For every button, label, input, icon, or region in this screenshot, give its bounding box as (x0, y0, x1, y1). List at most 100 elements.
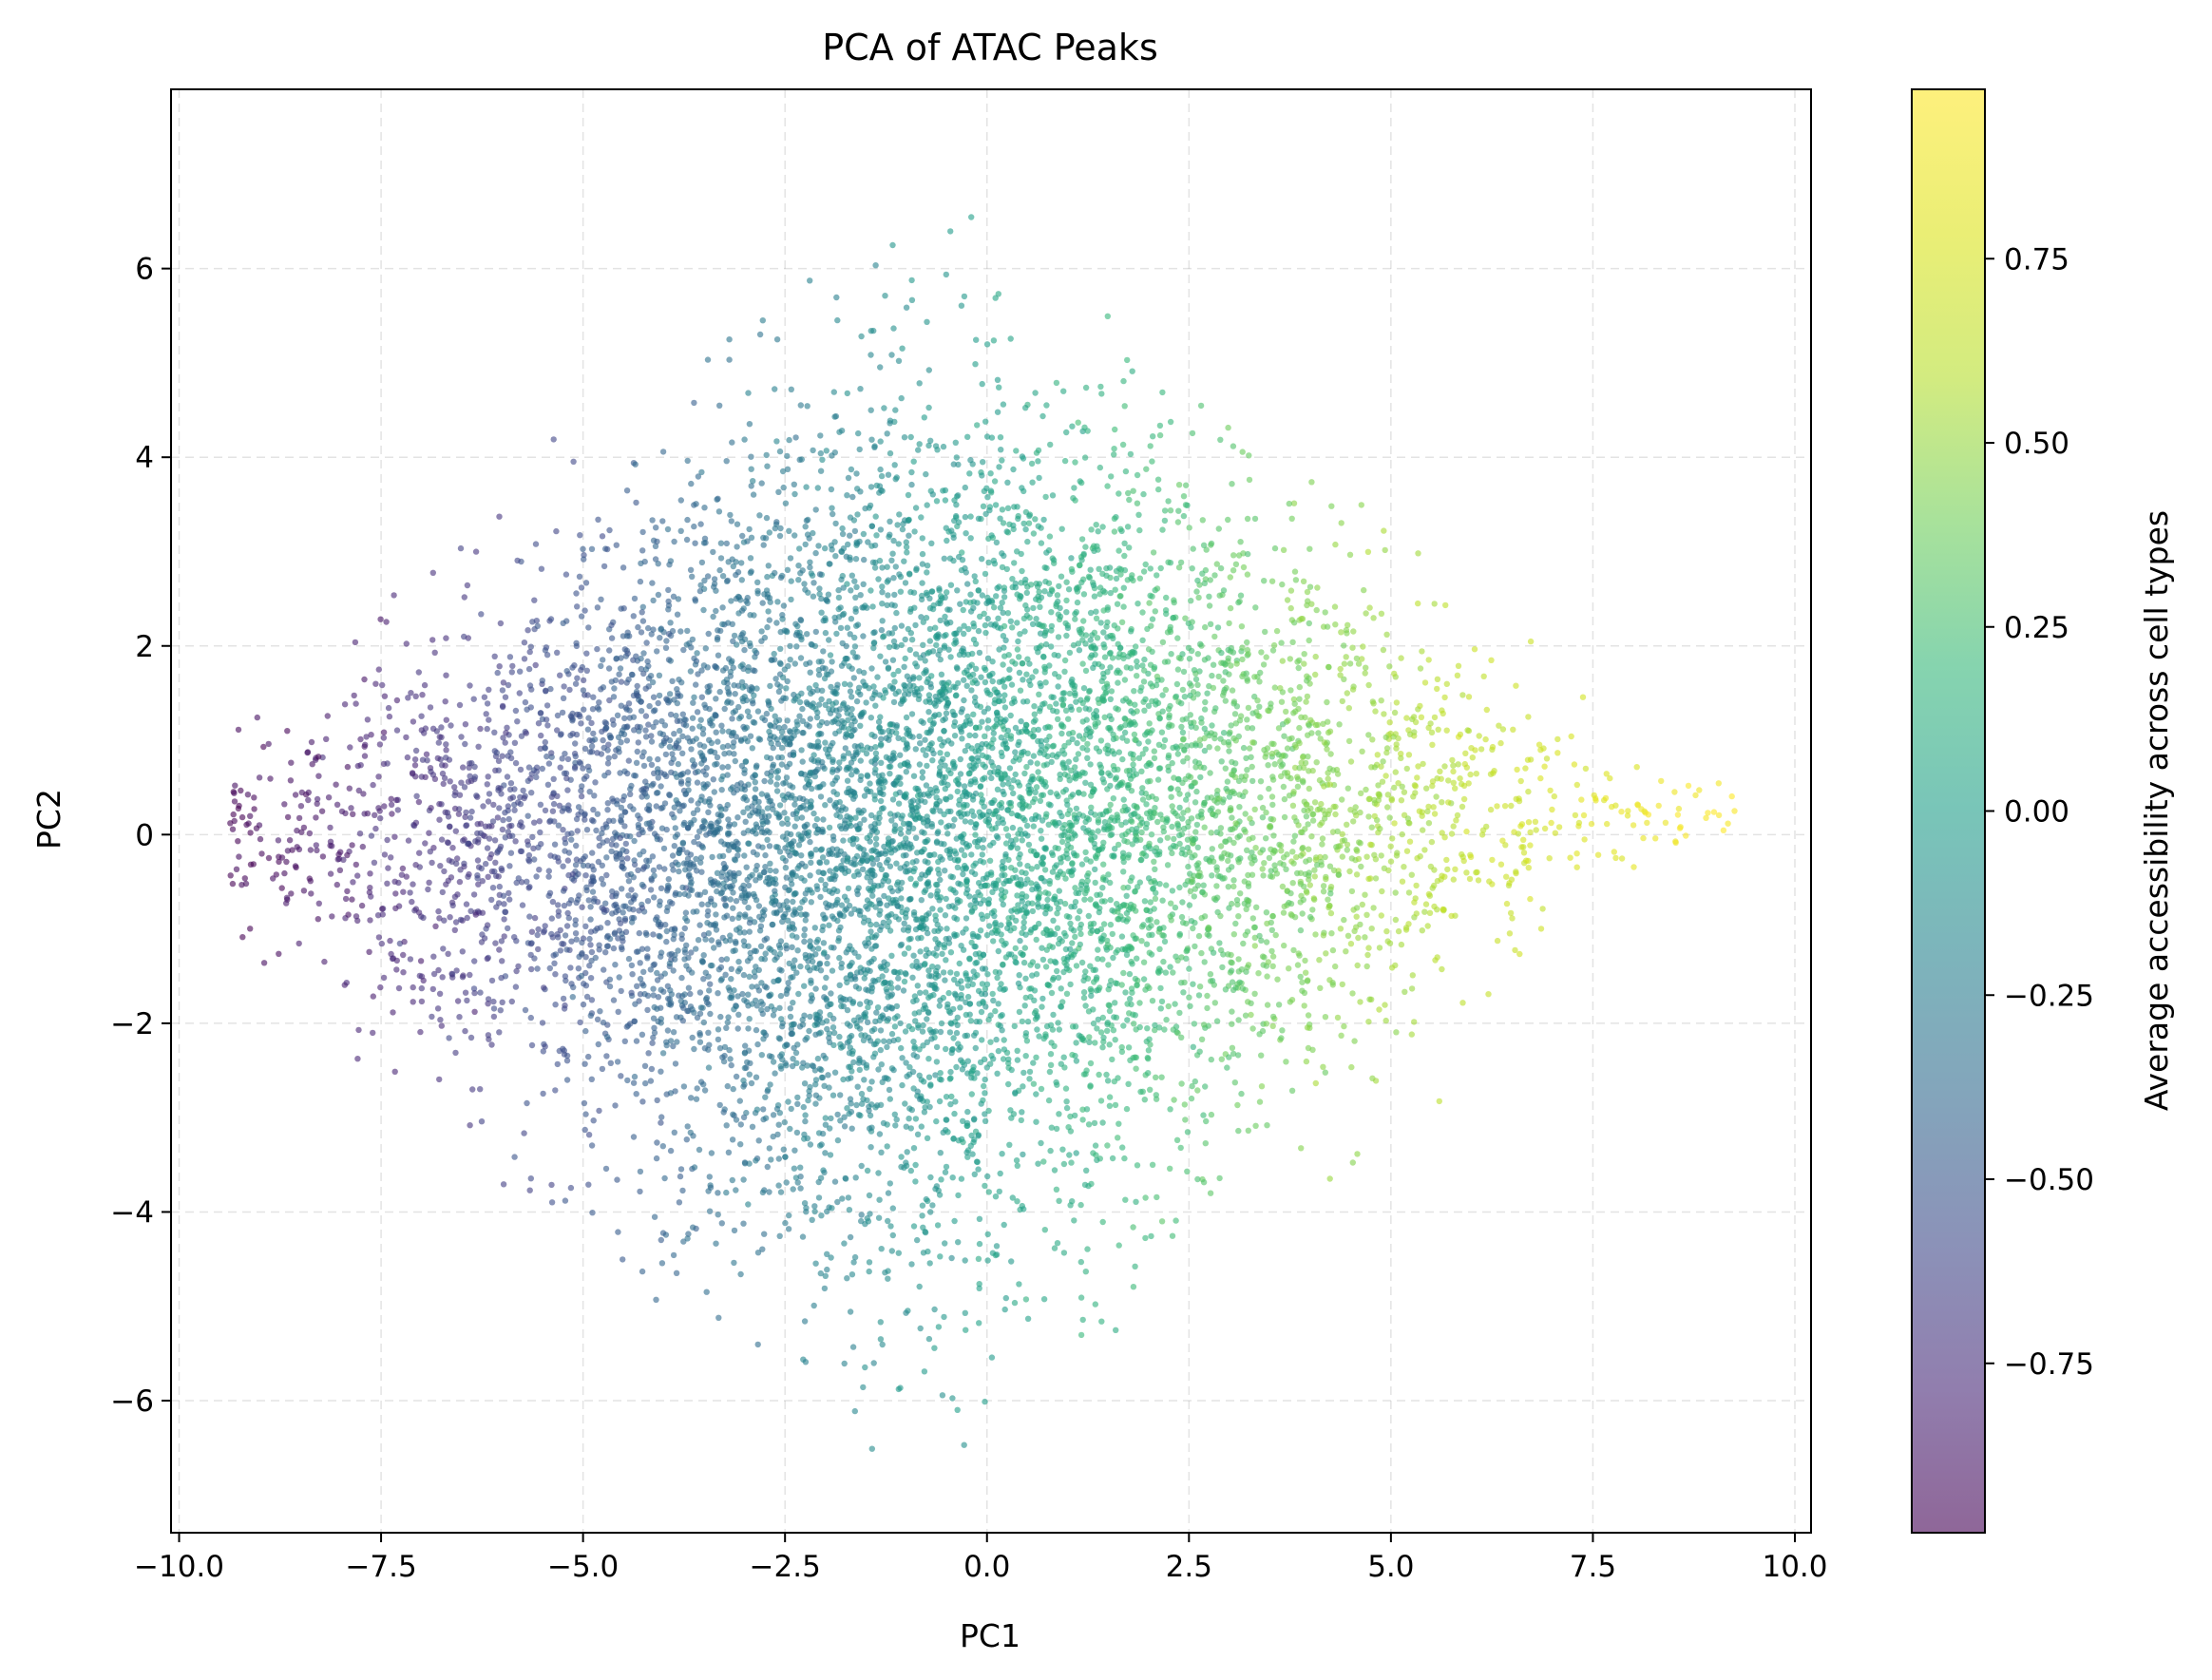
scatter-point (1008, 951, 1015, 958)
scatter-point (1169, 823, 1175, 830)
scatter-point (1154, 476, 1162, 483)
scatter-point (1184, 792, 1192, 798)
scatter-point (386, 713, 393, 720)
scatter-point (1040, 516, 1047, 524)
scatter-point (560, 941, 567, 947)
scatter-point (555, 902, 562, 908)
scatter-point (349, 842, 355, 849)
scatter-point (692, 540, 698, 546)
scatter-point (384, 836, 391, 844)
scatter-point (776, 1004, 783, 1012)
scatter-point (647, 887, 655, 893)
scatter-point (238, 787, 244, 794)
scatter-point (1059, 825, 1066, 831)
scatter-point (412, 862, 419, 869)
scatter-point (1097, 1098, 1105, 1104)
scatter-point (506, 823, 513, 830)
scatter-point (963, 682, 970, 689)
scatter-point (741, 929, 748, 936)
scatter-point (561, 683, 567, 690)
scatter-point (1020, 1069, 1027, 1077)
scatter-point (585, 1132, 593, 1138)
scatter-point (988, 1354, 996, 1361)
scatter-point (681, 925, 688, 932)
scatter-point (1116, 490, 1122, 497)
scatter-point (1161, 517, 1169, 525)
scatter-point (549, 808, 557, 814)
scatter-point (637, 1168, 644, 1175)
scatter-point (1406, 731, 1414, 737)
scatter-point (416, 850, 423, 856)
scatter-point (1104, 313, 1112, 319)
scatter-point (436, 1076, 443, 1083)
scatter-point (951, 816, 958, 823)
scatter-point (435, 739, 442, 746)
scatter-point (1391, 784, 1398, 792)
scatter-point (964, 993, 972, 1001)
scatter-point (1246, 452, 1252, 459)
scatter-point (889, 1205, 896, 1212)
scatter-point (595, 516, 601, 523)
scatter-point (573, 842, 580, 850)
scatter-point (898, 895, 905, 902)
scatter-point (524, 777, 531, 784)
scatter-point (540, 928, 547, 936)
scatter-point (357, 735, 364, 743)
scatter-point (902, 580, 909, 586)
scatter-point (749, 745, 755, 752)
scatter-point (1272, 931, 1279, 939)
scatter-point (924, 1039, 930, 1046)
scatter-point (436, 816, 443, 823)
scatter-point (1415, 550, 1421, 557)
scatter-point (1163, 882, 1170, 888)
scatter-point (1151, 754, 1158, 762)
scatter-point (1192, 724, 1199, 732)
scatter-point (882, 659, 889, 665)
scatter-point (975, 757, 982, 764)
scatter-point (924, 762, 930, 770)
scatter-point (1079, 1316, 1086, 1324)
scatter-point (1062, 1085, 1070, 1092)
scatter-point (729, 883, 735, 889)
scatter-point (866, 1259, 873, 1266)
scatter-point (755, 1137, 762, 1144)
scatter-point (822, 629, 830, 637)
scatter-point (981, 1082, 987, 1090)
scatter-point (982, 985, 989, 993)
scatter-point (758, 1052, 765, 1059)
scatter-point (1124, 524, 1132, 530)
scatter-point (780, 484, 787, 491)
scatter-point (1125, 884, 1132, 891)
scatter-point (628, 962, 636, 969)
scatter-point (875, 1214, 883, 1221)
scatter-point (1055, 716, 1061, 722)
grid-lines (171, 89, 1811, 1533)
scatter-point (1019, 869, 1025, 876)
scatter-point (901, 950, 908, 957)
scatter-point (1195, 932, 1203, 940)
scatter-point (1322, 1069, 1329, 1076)
scatter-point (878, 1061, 885, 1068)
scatter-point (899, 879, 906, 887)
scatter-point (297, 803, 305, 810)
scatter-point (1059, 1146, 1066, 1153)
scatter-point (916, 1283, 923, 1290)
scatter-point (849, 1125, 855, 1132)
scatter-point (875, 576, 882, 582)
scatter-point (623, 737, 631, 744)
scatter-point (915, 447, 922, 453)
scatter-point (982, 1003, 989, 1010)
scatter-point (885, 1190, 892, 1196)
scatter-point (825, 1072, 831, 1079)
scatter-point (798, 860, 806, 868)
scatter-point (1306, 876, 1312, 883)
scatter-point (979, 981, 986, 987)
scatter-point (778, 761, 786, 768)
scatter-point (822, 544, 829, 552)
scatter-point (457, 544, 465, 552)
scatter-point (1633, 764, 1640, 771)
scatter-point (753, 821, 759, 828)
scatter-point (314, 795, 321, 803)
scatter-point (1095, 1016, 1102, 1023)
scatter-point (802, 1112, 809, 1118)
